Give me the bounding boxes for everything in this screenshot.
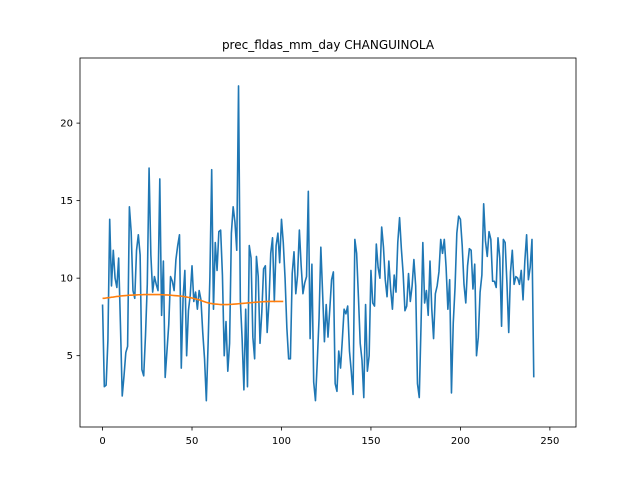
series-layer (101, 85, 535, 402)
y-tick-label: 15 (60, 196, 73, 207)
chart-title: prec_fldas_mm_day CHANGUINOLA (222, 38, 435, 52)
series-line-2 (102, 293, 284, 306)
x-axis: 0 50 100 150 200 250 (99, 427, 559, 447)
y-tick-label: 5 (67, 351, 73, 362)
x-tick-label: 250 (540, 436, 559, 447)
x-tick-label: 50 (186, 436, 199, 447)
x-tick-label: 200 (451, 436, 470, 447)
y-tick-label: 10 (60, 274, 73, 285)
series-line-1 (101, 85, 535, 402)
y-tick-label: 20 (60, 119, 73, 130)
y-axis: 5 10 15 20 (60, 119, 80, 362)
axes-frame (79, 57, 577, 428)
x-tick-label: 100 (272, 436, 291, 447)
x-tick-label: 150 (361, 436, 380, 447)
x-tick-label: 0 (99, 436, 105, 447)
